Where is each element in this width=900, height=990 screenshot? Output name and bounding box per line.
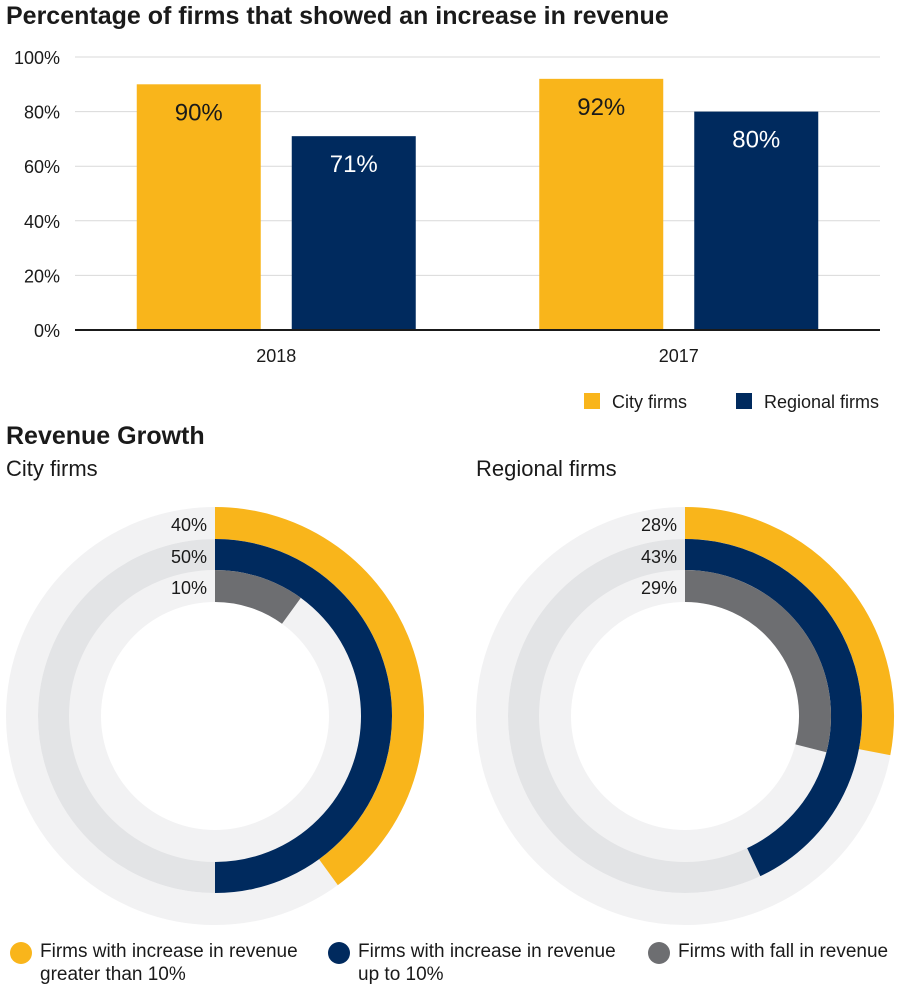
legend-label-over-10-line1: Firms with increase in revenue bbox=[40, 941, 298, 962]
bar-data-label: 80% bbox=[732, 127, 780, 154]
legend-swatch-over-10 bbox=[10, 942, 32, 964]
ring-track bbox=[69, 570, 361, 862]
slice-value-label: 29% bbox=[641, 578, 677, 598]
legend-label-up-to-10-line1: Firms with increase in revenue bbox=[358, 941, 616, 962]
y-tick-label: 20% bbox=[24, 266, 60, 286]
x-category-label: 2018 bbox=[256, 346, 296, 366]
legend-label-over-10-line2: greater than 10% bbox=[40, 964, 186, 985]
ring-arc bbox=[684, 570, 831, 753]
ring-arc bbox=[214, 539, 392, 893]
legend-swatch bbox=[584, 393, 600, 409]
slice-value-label: 10% bbox=[171, 578, 207, 598]
legend-label: City firms bbox=[612, 392, 687, 412]
y-tick-label: 100% bbox=[14, 48, 60, 68]
legend-swatch bbox=[736, 393, 752, 409]
donut-legend: Firms with increase in revenue greater t… bbox=[0, 940, 900, 990]
legend-label-up-to-10-line2: up to 10% bbox=[358, 964, 444, 985]
legend-label: Regional firms bbox=[764, 392, 879, 412]
bar-data-label: 71% bbox=[330, 151, 378, 178]
x-category-label: 2017 bbox=[659, 346, 699, 366]
bar-data-label: 90% bbox=[175, 99, 223, 126]
bar bbox=[136, 84, 261, 330]
legend-item-fall: Firms with fall in revenue bbox=[648, 940, 888, 964]
legend-label-fall-line1: Firms with fall in revenue bbox=[678, 941, 889, 962]
regional-donut-subtitle: Regional firms bbox=[476, 456, 617, 481]
bar bbox=[694, 111, 819, 330]
legend-swatch-up-to-10 bbox=[328, 942, 350, 964]
bar bbox=[539, 78, 664, 330]
legend-item-over-10: Firms with increase in revenue greater t… bbox=[10, 940, 298, 986]
slice-value-label: 40% bbox=[171, 515, 207, 535]
slice-value-label: 28% bbox=[641, 515, 677, 535]
ring-arc bbox=[214, 507, 424, 886]
bar bbox=[291, 136, 416, 330]
y-tick-label: 80% bbox=[24, 103, 60, 123]
y-tick-label: 0% bbox=[34, 321, 60, 341]
slice-value-label: 50% bbox=[171, 547, 207, 567]
ring-arc bbox=[684, 507, 894, 756]
bar-data-label: 92% bbox=[577, 94, 625, 121]
y-tick-label: 60% bbox=[24, 157, 60, 177]
ring-arc bbox=[214, 570, 301, 625]
y-tick-label: 40% bbox=[24, 212, 60, 232]
donut-section-title: Revenue Growth bbox=[6, 422, 205, 450]
ring-arc bbox=[684, 539, 862, 877]
legend-swatch-fall bbox=[648, 942, 670, 964]
legend-item-up-to-10: Firms with increase in revenue up to 10% bbox=[328, 940, 616, 986]
city-donut-subtitle: City firms bbox=[6, 456, 98, 481]
slice-value-label: 43% bbox=[641, 547, 677, 567]
bar-chart: 0% 20% 40% 60% 80% 100% 90% 71% 2018 92% 80% 2017 Ci… bbox=[14, 48, 880, 412]
bar-chart-title: Percentage of firms that showed an incre… bbox=[6, 2, 669, 30]
